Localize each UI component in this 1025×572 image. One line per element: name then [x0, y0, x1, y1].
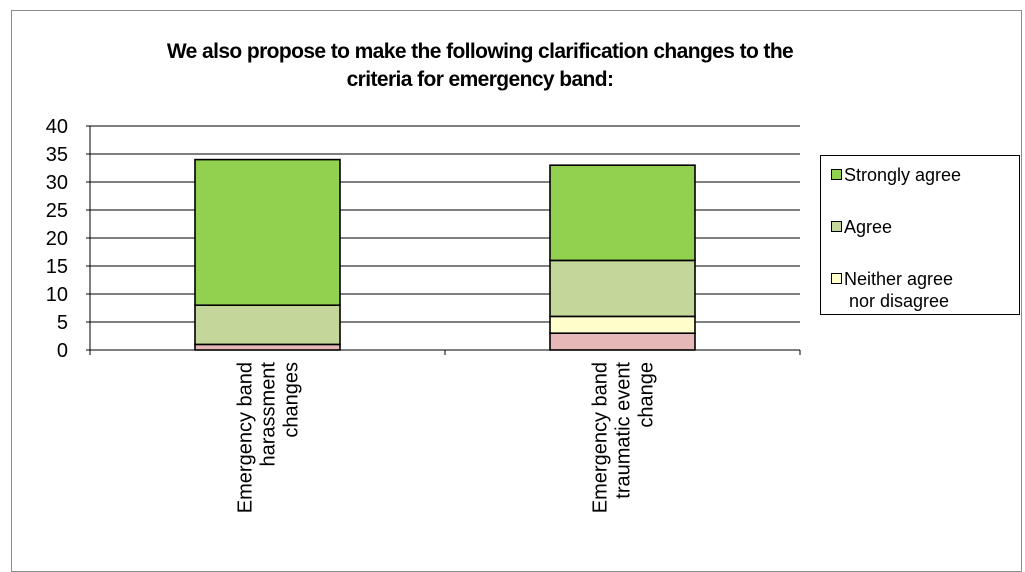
x-category-label: harassment [258, 362, 280, 467]
x-category-label: Emergency band [235, 362, 257, 513]
x-category-label: change [636, 362, 658, 428]
x-category-label: changes [281, 362, 303, 438]
bar-segment [194, 304, 341, 346]
y-tick-label: 25 [46, 200, 68, 222]
legend-swatch-strongly-agree [831, 169, 842, 180]
y-tick-label: 15 [46, 256, 68, 278]
y-tick-label: 30 [46, 172, 68, 194]
bar-segment [549, 332, 696, 351]
y-tick-label: 35 [46, 144, 68, 166]
y-tick-label: 5 [57, 312, 68, 334]
y-tick-label: 20 [46, 228, 68, 250]
chart-title-line-1: We also propose to make the following cl… [166, 40, 794, 63]
legend-swatch-neither [831, 273, 842, 284]
legend-swatch-agree [831, 221, 842, 232]
x-category-label: Emergency band [590, 362, 612, 513]
legend-label-neither-line-1: Neither agree [844, 269, 954, 289]
y-tick-label: 10 [46, 284, 68, 306]
y-tick-label: 40 [46, 116, 68, 138]
bar-segment [549, 164, 696, 262]
legend-label-strongly-agree: Strongly agree [844, 165, 962, 185]
chart-legend: Strongly agree Agree Neither agree nor d… [820, 155, 1020, 315]
legend-label-neither-line-2: nor disagree [844, 291, 950, 311]
chart-title-line-2: criteria for emergency band: [346, 68, 614, 91]
x-category-label: traumatic event [613, 362, 635, 499]
chart-title: We also propose to make the following cl… [90, 38, 870, 94]
y-tick-label: 0 [57, 340, 68, 362]
bar-segment [194, 343, 341, 351]
legend-label-agree: Agree [844, 217, 893, 237]
bar-segment [194, 158, 341, 307]
bar-segment [549, 315, 696, 334]
bar-segment [549, 259, 696, 318]
